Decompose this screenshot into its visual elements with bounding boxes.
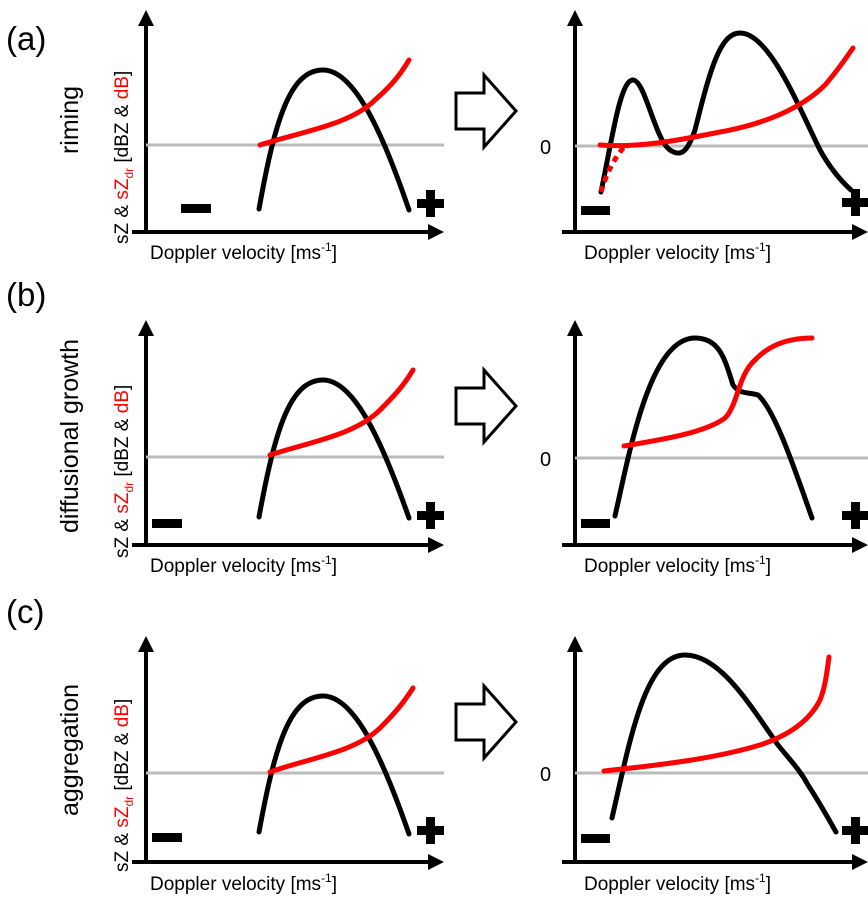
sZdr-curve <box>257 57 412 148</box>
sZdr-curve <box>621 335 815 449</box>
x-axis-label: Doppler velocity [ms-1] <box>150 553 337 577</box>
sZdr-curve <box>267 367 416 458</box>
y-axis-arrowhead <box>567 636 583 652</box>
x-axis-arrowhead <box>428 854 444 870</box>
minus-sign-icon <box>581 834 610 843</box>
y-axis-arrowhead <box>138 320 154 336</box>
sZdr-curve <box>601 654 832 774</box>
zero-label: 0 <box>540 764 551 786</box>
plus-sign-icon <box>842 817 868 844</box>
x-axis-label: Doppler velocity [ms-1] <box>150 871 337 895</box>
plus-sign-icon <box>842 189 868 216</box>
row-label-riming: riming <box>56 86 84 154</box>
panel-b-after: 0 Doppler velocity [ms-1] <box>540 320 868 577</box>
x-axis-arrowhead <box>852 224 868 240</box>
row-b: (b) diffusional growth sZ & sZdr [dBZ & … <box>6 276 868 577</box>
x-axis-label: Doppler velocity [ms-1] <box>584 240 771 264</box>
transition-arrow-icon <box>454 71 519 151</box>
transition-arrow-icon <box>454 682 519 762</box>
row-a: (a) riming sZ & sZdr [dBZ & dB] Doppler … <box>6 10 868 264</box>
row-label-diffusional-growth: diffusional growth <box>56 339 84 533</box>
y-axis-arrowhead <box>567 10 583 26</box>
row-label-aggregation: aggregation <box>56 684 84 816</box>
reflectivity-spectrum-curve <box>609 652 839 835</box>
y-axis-arrowhead <box>567 320 583 336</box>
minus-sign-icon <box>152 833 182 842</box>
panel-letter-a: (a) <box>6 20 46 57</box>
x-axis-label: Doppler velocity [ms-1] <box>150 240 337 264</box>
minus-sign-icon <box>152 519 182 528</box>
reflectivity-spectrum-curve <box>256 67 412 213</box>
plus-sign-icon <box>417 502 444 529</box>
reflectivity-spectrum-curve <box>256 377 412 521</box>
plus-sign-icon <box>842 502 868 529</box>
panel-c-after: 0 Doppler velocity [ms-1] <box>540 636 868 895</box>
reflectivity-spectrum-curve <box>598 30 854 195</box>
plus-sign-icon <box>417 817 444 844</box>
reflectivity-spectrum-curve <box>256 693 412 837</box>
x-axis-arrowhead <box>852 854 868 870</box>
minus-sign-icon <box>581 206 610 215</box>
x-axis-arrowhead <box>428 537 444 553</box>
panel-a-after: 0 Doppler velocity [ms-1] <box>540 10 868 264</box>
x-axis-label: Doppler velocity [ms-1] <box>584 871 771 895</box>
zero-label: 0 <box>540 137 551 159</box>
zero-label: 0 <box>540 449 551 471</box>
panel-b-before: sZ & sZdr [dBZ & dB] Doppler velocity [m… <box>112 320 444 577</box>
y-axis-arrowhead <box>138 10 154 26</box>
x-axis-label: Doppler velocity [ms-1] <box>584 553 771 577</box>
sZdr-extrapolation-dotted <box>598 145 626 193</box>
x-axis-arrowhead <box>428 224 444 240</box>
sZdr-curve <box>267 685 416 775</box>
panel-c-before: sZ & sZdr [dBZ & dB] Doppler velocity [m… <box>112 636 444 895</box>
plus-sign-icon <box>417 190 444 217</box>
panel-a-before: sZ & sZdr [dBZ & dB] Doppler velocity [m… <box>112 10 444 264</box>
minus-sign-icon <box>181 204 211 213</box>
y-axis-label: sZ & sZdr [dBZ & dB] <box>112 71 136 244</box>
panel-letter-b: (b) <box>6 276 46 313</box>
y-axis-label: sZ & sZdr [dBZ & dB] <box>112 699 136 872</box>
sZdr-curve <box>597 45 856 149</box>
row-c: (c) aggregation sZ & sZdr [dBZ & dB] Dop… <box>6 593 868 895</box>
transition-arrow-icon <box>454 366 519 446</box>
y-axis-arrowhead <box>138 636 154 652</box>
panel-letter-c: (c) <box>6 593 44 630</box>
reflectivity-spectrum-curve <box>612 335 815 521</box>
minus-sign-icon <box>581 519 610 528</box>
y-axis-label: sZ & sZdr [dBZ & dB] <box>112 385 136 558</box>
x-axis-arrowhead <box>852 537 868 553</box>
